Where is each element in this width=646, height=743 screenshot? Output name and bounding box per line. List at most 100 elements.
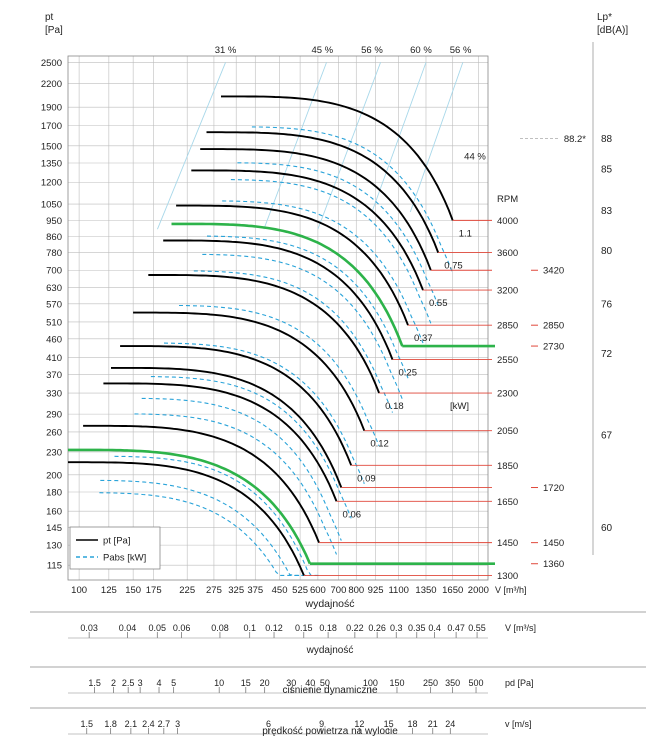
scale-unit: v [m/s]	[505, 719, 532, 729]
legend-label: pt [Pa]	[103, 536, 130, 547]
y-tick-label: 130	[46, 541, 62, 552]
rpm-label: 2050	[497, 426, 518, 437]
scale-tick-label: 15	[384, 719, 394, 729]
scale-tick-label: 1.8	[104, 719, 117, 729]
scale-unit: V [m³/s]	[505, 623, 536, 633]
scale-label: wydajność	[306, 645, 354, 656]
y-tick-label: 1700	[41, 121, 62, 132]
power-curve	[222, 200, 424, 344]
y-tick-label: 780	[46, 248, 62, 259]
rpm-label: 3200	[497, 286, 518, 297]
scale-tick-label: 12	[354, 719, 364, 729]
y-tick-label: 460	[46, 334, 62, 345]
x-tick-label: 1350	[415, 585, 436, 596]
rpm-label: 4000	[497, 216, 518, 227]
x-tick-label: 175	[146, 585, 162, 596]
power-curve	[134, 413, 338, 555]
y-tick-label: 290	[46, 410, 62, 421]
scale-tick-label: 2	[111, 678, 116, 688]
scale-tick-label: 15	[241, 678, 251, 688]
x-axis-label: wydajność	[304, 598, 354, 610]
power-label: 0.06	[343, 509, 362, 520]
pressure-curve	[163, 239, 394, 360]
y-tick-label: 630	[46, 283, 62, 294]
efficiency-label: 56 %	[361, 45, 383, 56]
x-tick-label: 600	[310, 585, 326, 596]
scale-tick-label: 0.55	[468, 623, 486, 633]
scale-tick-label: 9	[319, 719, 324, 729]
power-label: 1.1	[459, 228, 472, 239]
y-tick-label: 860	[46, 232, 62, 243]
y-axis-label: pt	[45, 12, 54, 23]
scale-tick-label: 4	[157, 678, 162, 688]
rpm-label: 1360	[543, 559, 564, 570]
y-tick-label: 1050	[41, 200, 62, 211]
scale-tick-label: 0.15	[295, 623, 313, 633]
power-curve	[100, 479, 310, 576]
legend-label: Pabs [kW]	[103, 553, 146, 564]
scale-tick-label: 0.35	[408, 623, 426, 633]
rpm-label: 2300	[497, 389, 518, 400]
y-tick-label: 330	[46, 389, 62, 400]
y-tick-label: 160	[46, 507, 62, 518]
rpm-label-right: 1450	[543, 538, 564, 549]
sound-level-label: 67	[601, 431, 613, 442]
scale-tick-label: 250	[423, 678, 438, 688]
power-label: 0.37	[414, 333, 433, 344]
rpm-header: RPM	[497, 194, 518, 205]
pressure-curve	[120, 345, 353, 466]
scale-tick-label: 150	[389, 678, 404, 688]
y-tick-label: 2500	[41, 58, 62, 69]
y-tick-label: 115	[47, 561, 62, 572]
sound-level-label: 60	[601, 523, 613, 534]
x-tick-label: 800	[348, 585, 364, 596]
rpm-label-right: 2850	[543, 321, 564, 332]
power-label: 0.18	[385, 401, 404, 412]
efficiency-label: 60 %	[410, 45, 432, 56]
x-axis-unit: V [m³/h]	[495, 585, 527, 595]
x-tick-label: 375	[247, 585, 263, 596]
power-curve	[179, 304, 380, 447]
scale-tick-label: 0.22	[346, 623, 364, 633]
scale-tick-label: 0.3	[390, 623, 403, 633]
rpm-label: 2730	[543, 342, 564, 353]
x-tick-label: 450	[272, 585, 288, 596]
x-tick-label: 700	[331, 585, 347, 596]
power-curve	[193, 270, 394, 413]
rpm-label: 1720	[543, 483, 564, 494]
scale-tick-label: 0.18	[319, 623, 337, 633]
rpm-label: 1650	[497, 497, 518, 508]
efficiency-line	[317, 62, 381, 230]
pressure-curve	[83, 424, 320, 543]
efficiency-label: 45 %	[311, 45, 333, 56]
pressure-curve	[133, 311, 366, 432]
power-curve	[230, 179, 432, 324]
power-label: 0.09	[357, 473, 376, 484]
scale-tick-label: 0.08	[211, 623, 229, 633]
scale-label: ciśnienie dynamiczne	[282, 685, 377, 696]
scale-tick-label: 20	[260, 678, 270, 688]
scale-tick-label: 0.26	[368, 623, 386, 633]
y-tick-label: 1350	[41, 159, 62, 170]
scale-tick-label: 0.06	[173, 623, 191, 633]
power-label: 0.12	[370, 439, 389, 450]
y-tick-label: 1900	[41, 103, 62, 114]
rpm-label: 3420	[543, 266, 564, 277]
efficiency-label: 44 %	[464, 151, 486, 162]
x-tick-label: 150	[125, 585, 141, 596]
scale-tick-label: 40	[305, 678, 315, 688]
rpm-label: 3600	[497, 248, 518, 259]
scale-tick-label: 21	[428, 719, 438, 729]
scale-tick-label: 100	[363, 678, 378, 688]
y-tick-label: 260	[46, 427, 62, 438]
power-curve	[202, 253, 403, 400]
power-curve	[163, 342, 365, 485]
power-curve	[99, 492, 304, 576]
pressure-curve	[221, 95, 454, 221]
power-curve	[150, 376, 352, 519]
y-tick-label: 180	[46, 487, 62, 498]
y-tick-label: 1200	[41, 178, 62, 189]
pressure-curve	[111, 366, 343, 488]
rpm-label: 2550	[497, 355, 518, 366]
